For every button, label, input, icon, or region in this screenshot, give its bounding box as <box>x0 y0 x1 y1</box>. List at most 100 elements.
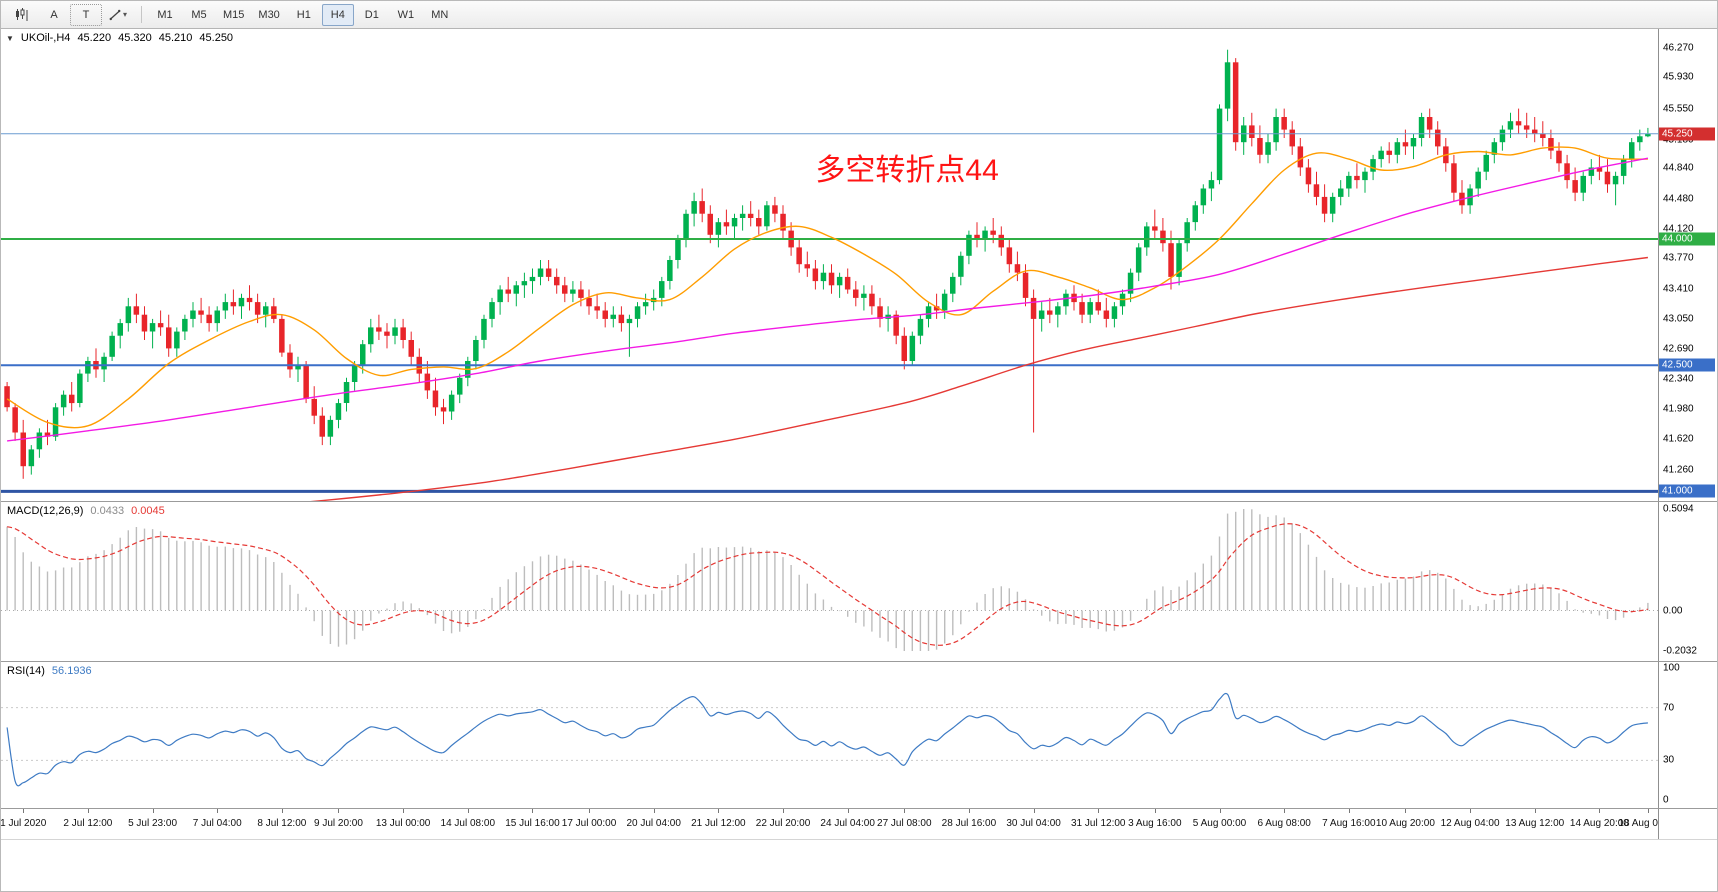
timeframe-button-h4[interactable]: H4 <box>321 3 354 26</box>
time-tick-label: 7 Jul 04:00 <box>192 818 242 829</box>
time-tick-label: 14 Jul 08:00 <box>440 818 496 829</box>
axis-tick-label: 100 <box>1663 662 1680 674</box>
timeframe-button-mn[interactable]: MN <box>431 8 449 21</box>
price-badge-41.000: 41.000 <box>1659 484 1715 498</box>
time-tick-label: 17 Jul 00:00 <box>561 818 617 829</box>
rsi-label: RSI(14) 56.1936 <box>7 665 92 677</box>
quote-open: 45.220 <box>77 32 112 44</box>
timeframe-button-w1[interactable]: W1 <box>397 8 415 21</box>
text-tool-button[interactable]: T <box>70 3 102 26</box>
axis-tick-label: 45.550 <box>1663 103 1694 115</box>
time-tick-label: 13 Jul 00:00 <box>375 818 431 829</box>
time-tick-label: 12 Aug 04:00 <box>1440 818 1500 829</box>
axis-tick-label: 41.980 <box>1663 403 1694 415</box>
time-tick-label: 2 Jul 12:00 <box>63 818 113 829</box>
timeframe-buttons: M1 M5 M15 M30 H1 H4 D1 W1 MN <box>149 3 456 26</box>
price-axis[interactable]: 46.27045.93045.55045.18044.84044.48044.1… <box>1658 29 1717 501</box>
axis-tick-label: 30 <box>1663 754 1675 766</box>
timeframe-button-m1[interactable]: M1 <box>157 8 173 21</box>
time-tick-mark <box>847 809 849 813</box>
axis-tick-label: -0.2032 <box>1663 645 1697 657</box>
bottom-filler <box>1 840 1717 891</box>
moving-average-lines <box>6 146 1649 501</box>
time-tick-mark <box>338 809 340 813</box>
charts-tool-button[interactable] <box>6 4 38 26</box>
time-tick-mark <box>1405 809 1407 813</box>
candles-series <box>4 49 1651 479</box>
axis-tick-label: 0.00 <box>1663 605 1683 616</box>
time-tick-label: 5 Aug 00:00 <box>1192 818 1247 829</box>
time-tick-label: 1 Jul 2020 <box>0 818 47 829</box>
time-tick-label: 21 Jul 12:00 <box>691 818 746 829</box>
time-tick-mark <box>1348 809 1350 813</box>
timeframe-button-m30[interactable]: M30 <box>258 8 280 21</box>
timeframe-button-m15[interactable]: M15 <box>223 8 245 21</box>
axis-tick-label: 41.620 <box>1663 433 1694 445</box>
time-axis[interactable]: 1 Jul 2020 2 Jul 12:00 5 Jul 23:00 7 Jul 04… <box>0 809 1677 839</box>
time-tick-mark <box>1154 809 1156 813</box>
quote-high: 45.320 <box>118 32 152 44</box>
trendline-icon <box>109 9 121 20</box>
time-tick-label: 30 Jul 04:00 <box>1006 818 1061 829</box>
time-tick-mark <box>152 809 154 813</box>
symbol-dropdown-icon[interactable]: ▼ <box>6 33 14 43</box>
quote-low: 45.210 <box>158 32 193 44</box>
rsi-axis[interactable]: 100 70 30 0 <box>1658 662 1717 808</box>
axis-tick-label: 43.770 <box>1663 252 1694 264</box>
time-tick-label: 18 Aug 00:00 <box>1618 818 1678 829</box>
annotation-text: 多空转折点44 <box>815 154 998 187</box>
timeframe-button-d1[interactable]: D1 <box>364 8 379 21</box>
time-tick-mark <box>217 809 219 813</box>
time-tick-label: 24 Jul 04:00 <box>820 818 875 829</box>
macd-name: MACD(12,26,9) <box>7 505 84 517</box>
rsi-panel[interactable]: RSI(14) 56.1936 <box>1 662 1658 808</box>
timeframe-button-m5[interactable]: M5 <box>191 8 207 21</box>
axis-tick-label: 44.840 <box>1663 162 1694 174</box>
axis-tick-label: 0 <box>1663 794 1669 806</box>
symbol-timeframe: UKOil-,H4 <box>20 32 71 44</box>
macd-row: MACD(12,26,9) 0.0433 0.0045 0.5094 0.00 -0… <box>1 502 1717 662</box>
rsi-value: 56.1936 <box>51 665 92 677</box>
time-tick-label: 20 Jul 04:00 <box>626 818 681 829</box>
axis-tick-label: 43.050 <box>1663 313 1694 325</box>
axis-tick-label: 44.120 <box>1663 223 1694 235</box>
price-badge-45.250: 45.250 <box>1659 127 1715 141</box>
time-tick-mark <box>1219 809 1221 813</box>
time-tick-mark <box>1599 809 1601 813</box>
rsi-row: RSI(14) 56.1936 100 70 30 0 <box>1 662 1717 809</box>
axis-tick-label: 44.480 <box>1663 193 1694 205</box>
axis-tick-label: 42.690 <box>1663 343 1694 355</box>
time-tick-label: 6 Aug 08:00 <box>1257 818 1311 829</box>
time-tick-mark <box>1470 809 1472 813</box>
time-tick-mark <box>1098 809 1100 813</box>
time-tick-mark <box>532 809 534 813</box>
time-tick-mark <box>968 809 970 813</box>
toolbar: A T ▾ M1 M5 M15 M30 H1 H4 D1 W1 MN <box>1 1 1717 29</box>
shapes-tool-dropdown[interactable]: ▾ <box>102 4 134 26</box>
time-tick-mark <box>904 809 906 813</box>
time-tick-mark <box>281 809 283 813</box>
macd-panel[interactable]: MACD(12,26,9) 0.0433 0.0045 <box>1 502 1658 661</box>
axis-tick-label: 70 <box>1663 702 1675 714</box>
time-tick-label: 13 Aug 12:00 <box>1505 818 1565 829</box>
time-tick-mark <box>718 809 720 813</box>
macd-axis[interactable]: 0.5094 0.00 -0.2032 <box>1658 502 1717 661</box>
timeframe-button-h1[interactable]: H1 <box>296 8 311 21</box>
price-badge-44.000: 44.000 <box>1659 232 1715 246</box>
time-tick-mark <box>783 809 785 813</box>
time-tick-label: 8 Jul 12:00 <box>257 818 307 829</box>
quote-close: 45.250 <box>199 32 234 44</box>
macd-value-main: 0.0433 <box>90 505 125 517</box>
time-tick-label: 5 Jul 23:00 <box>128 818 178 829</box>
macd-histogram <box>6 509 1649 651</box>
axis-corner <box>1658 809 1717 839</box>
rsi-level-lines <box>1 707 1658 761</box>
time-tick-mark <box>23 809 25 813</box>
candlestick-chart-svg: 多空转折点44 <box>1 49 1658 501</box>
time-tick-mark <box>589 809 591 813</box>
time-tick-label: 3 Aug 16:00 <box>1128 818 1182 829</box>
time-tick-mark <box>1534 809 1536 813</box>
arrow-tool-button[interactable]: A <box>50 8 58 21</box>
price-chart[interactable]: ▼ UKOil-,H4 45.220 45.320 45.210 45.250 … <box>1 29 1658 501</box>
time-tick-label: 31 Jul 12:00 <box>1071 818 1126 829</box>
